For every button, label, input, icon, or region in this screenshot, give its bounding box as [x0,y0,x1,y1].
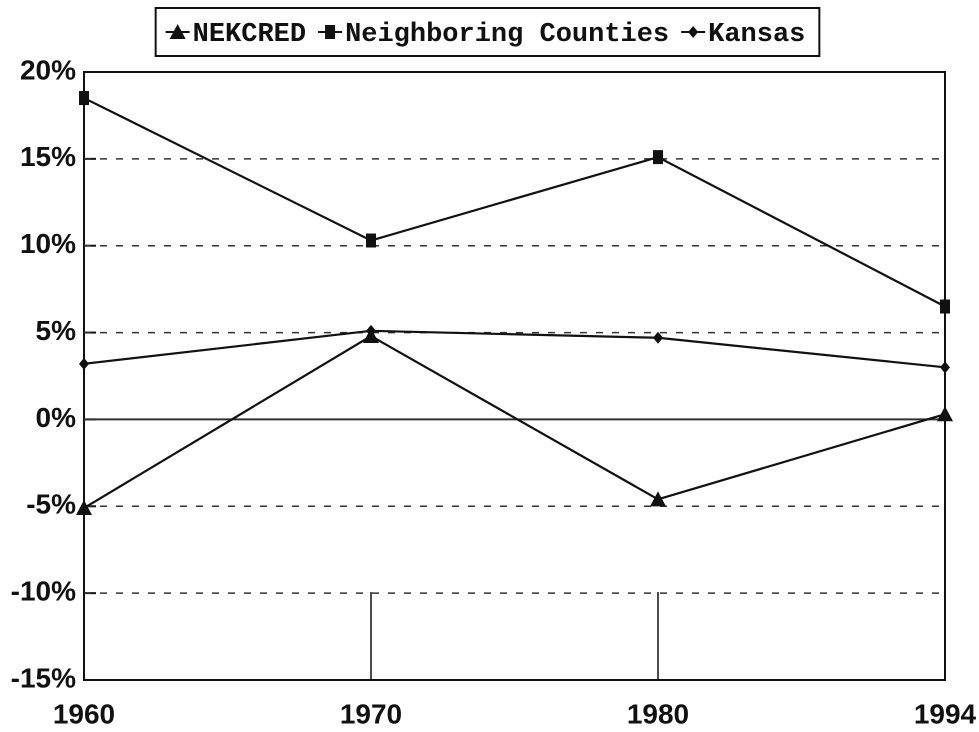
legend-item: NEKCRED [165,20,306,50]
legend-item: Neighboring Counties [318,20,669,50]
marker-diamond [940,361,950,374]
marker-diamond [366,324,376,337]
y-tick-label: 10% [20,228,76,259]
y-tick-label: -10% [11,576,76,607]
series-line [83,334,946,509]
y-tick-label: 20% [20,54,76,85]
legend-label: NEKCRED [193,20,306,50]
marker-triangle [937,406,953,422]
marker-diamond [79,357,89,370]
y-tick-label: 5% [36,315,77,346]
legend-label: Kansas [708,20,805,50]
y-tick-label: 0% [36,402,77,433]
marker-triangle [650,491,666,507]
legend: NEKCRED Neighboring Counties Kansas [154,7,821,57]
x-tick-label: 1960 [53,698,115,729]
marker-diamond [653,331,663,344]
legend-item: Kansas [681,20,805,50]
series-line [83,97,946,308]
marker-triangle [169,24,186,39]
marker-square [325,25,336,39]
marker-square [653,150,663,165]
marker-square [940,299,950,314]
marker-square [79,91,89,106]
marker-square [366,233,376,248]
plot-frame [83,71,946,681]
x-tick-label: 1980 [627,698,689,729]
x-tick-label: 1970 [340,698,402,729]
y-tick-label: -15% [11,662,76,693]
marker-triangle [76,500,92,516]
y-tick-label: -5% [26,489,76,520]
legend-label: Neighboring Counties [345,20,669,50]
series-line [83,329,946,369]
y-tick-label: 15% [20,141,76,172]
x-tick-label: 1994 [914,698,977,729]
marker-diamond [688,26,699,38]
legend-box [154,7,821,57]
